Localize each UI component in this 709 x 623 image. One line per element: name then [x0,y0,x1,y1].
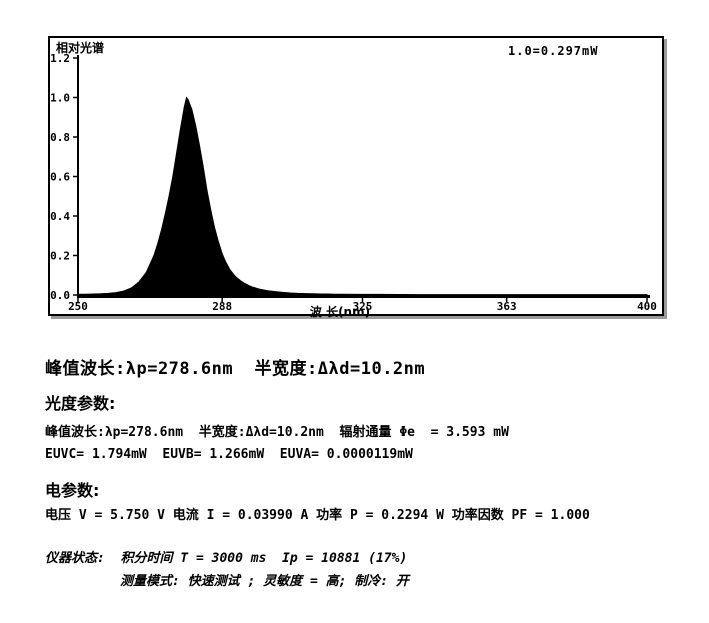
y-tick-label: 0.4 [50,210,70,223]
photometric-line-1: 峰值波长:λp=278.6nm 半宽度:Δλd=10.2nm 辐射通量 Φe =… [45,425,509,440]
y-axis-title: 相对光谱 [56,41,105,55]
photometric-section-heading: 光度参数: [45,394,116,413]
y-tick-label: 0.6 [50,171,70,184]
y-tick-label: 0.0 [50,289,70,302]
x-tick-label: 288 [212,300,232,313]
x-tick-label: 400 [637,300,657,313]
electrical-section-heading: 电参数: [45,481,100,500]
x-tick-label: 250 [68,300,88,313]
electrical-line: 电压 V = 5.750 V 电流 I = 0.03990 A 功率 P = 0… [45,508,590,523]
y-tick-label: 0.2 [50,250,70,263]
peak-fwhm-headline: 峰值波长:λp=278.6nm 半宽度:Δλd=10.2nm [45,359,426,379]
scale-annotation: 1.0=0.297mW [508,44,599,58]
instrument-status-line-2: 测量模式: 快速测试 ; 灵敏度 = 高; 制冷: 开 [120,574,409,589]
x-axis-label: 波 长(nm) [310,304,370,318]
x-tick-label: 363 [497,300,517,313]
y-tick-label: 0.8 [50,131,70,144]
y-tick-label: 1.0 [50,92,70,105]
photometric-line-2: EUVC= 1.794mW EUVB= 1.266mW EUVA= 0.0000… [45,447,413,462]
spectrum-chart: 相对光谱 1.0=0.297mW 0.0 0.2 0.4 0.6 0.8 1.0 1.2 25… [48,36,664,318]
instrument-status-line-1: 仪器状态: 积分时间 T = 3000 ms Ip = 10881 (17%) [45,551,408,566]
x-tick-label: 325 [353,300,373,313]
spectrum-plot: 0.0 0.2 0.4 0.6 0.8 1.0 1.2 250 288 325 363 400 波 长(… [50,52,657,318]
y-tick-label: 1.2 [50,52,70,65]
spectrum-area [77,96,648,296]
